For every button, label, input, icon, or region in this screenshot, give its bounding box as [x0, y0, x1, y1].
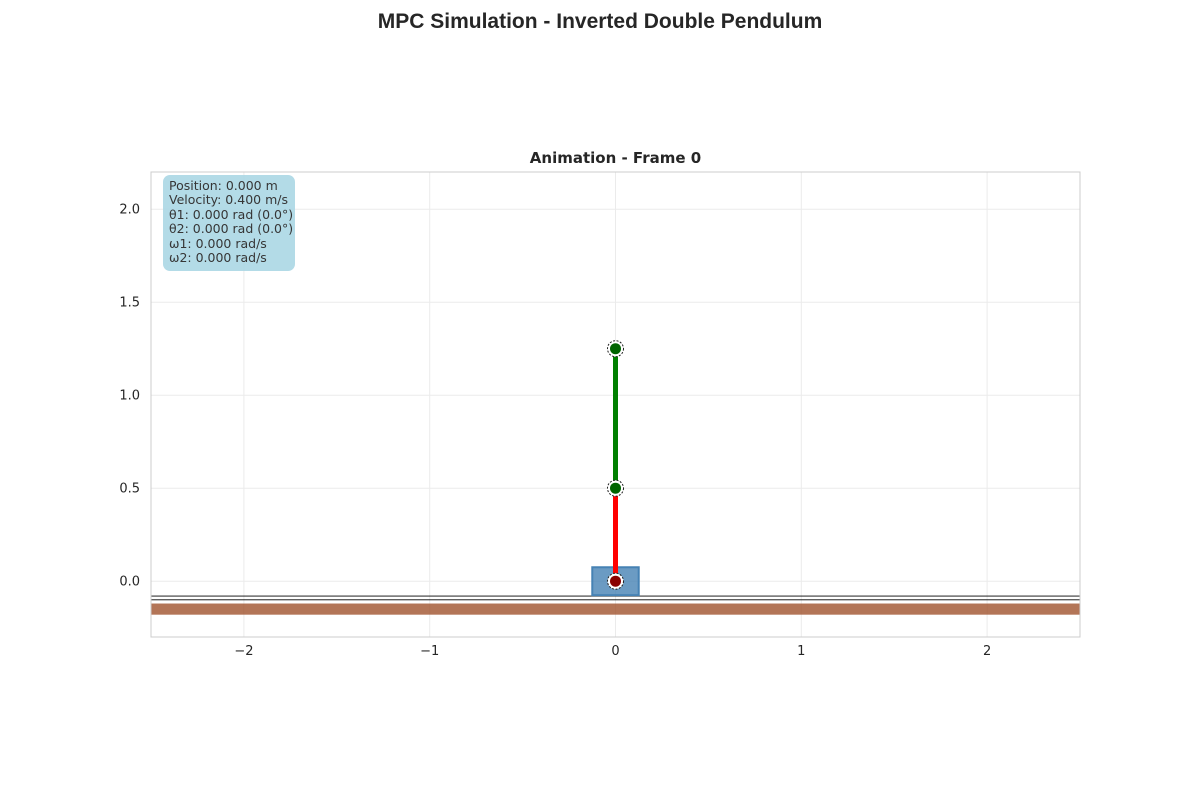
- info-omega1: ω1: 0.000 rad/s: [169, 235, 267, 251]
- pivot-point: [610, 575, 621, 587]
- x-tick-label: −1: [420, 644, 439, 659]
- ground-strip: [151, 603, 1080, 615]
- x-tick-label: 0: [611, 644, 619, 659]
- y-tick-label: 1.5: [119, 296, 140, 311]
- axes-frame: [150, 171, 1081, 638]
- state-info-box: Position: 0.000 m Velocity: 0.400 m/s θ1…: [163, 175, 295, 271]
- tick-labels: −2 −1 0 1 2 0.0 0.5 1.0 1.5 2.0: [119, 203, 991, 659]
- x-tick-label: 2: [983, 644, 991, 659]
- figure-title: MPC Simulation - Inverted Double Pendulu…: [377, 10, 823, 33]
- y-tick-label: 0.0: [119, 575, 140, 590]
- joint2-point: [610, 343, 621, 355]
- info-velocity: Velocity: 0.400 m/s: [169, 192, 288, 208]
- info-theta2: θ2: 0.000 rad (0.0°): [169, 221, 294, 237]
- y-tick-label: 1.0: [119, 389, 140, 404]
- info-position: Position: 0.000 m: [169, 178, 278, 193]
- x-tick-label: 1: [797, 644, 805, 659]
- y-tick-label: 2.0: [119, 203, 140, 218]
- joint1-point: [610, 482, 621, 494]
- y-tick-label: 0.5: [119, 482, 140, 497]
- info-theta1: θ1: 0.000 rad (0.0°): [169, 206, 294, 222]
- info-omega2: ω2: 0.000 rad/s: [169, 250, 267, 266]
- axes-title: Animation - Frame 0: [530, 149, 701, 167]
- pendulum-points: [607, 340, 624, 590]
- x-tick-label: −2: [234, 644, 253, 659]
